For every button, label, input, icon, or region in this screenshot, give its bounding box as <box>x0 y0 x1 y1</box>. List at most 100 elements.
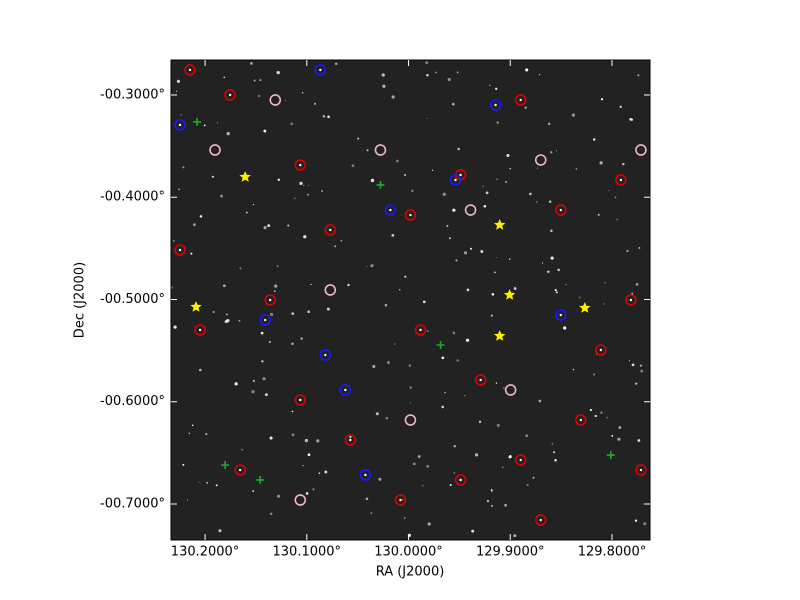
field-star <box>274 284 278 288</box>
field-star <box>422 300 426 304</box>
field-star <box>239 267 242 270</box>
field-star <box>260 331 264 335</box>
field-star <box>555 150 558 152</box>
source-marker <box>294 394 307 406</box>
field-star <box>404 174 406 176</box>
field-star <box>617 437 621 441</box>
field-star <box>302 465 304 467</box>
field-star <box>370 178 375 183</box>
source-dot <box>459 173 462 177</box>
field-star <box>444 392 446 394</box>
source-dot <box>629 298 633 302</box>
source-marker <box>635 144 647 156</box>
field-star <box>553 451 556 454</box>
field-star <box>557 268 560 272</box>
field-star <box>614 196 617 199</box>
field-star <box>506 153 510 157</box>
field-star <box>455 259 458 262</box>
source-marker <box>534 514 547 526</box>
field-star <box>616 218 618 220</box>
field-star <box>638 247 641 249</box>
field-star <box>441 405 445 409</box>
field-star <box>276 70 280 75</box>
source-marker <box>319 349 332 361</box>
field-star <box>604 282 606 284</box>
field-star <box>525 68 529 72</box>
x-tick-label: 130.1000° <box>273 545 342 560</box>
source-marker <box>489 99 502 111</box>
field-star <box>190 252 193 255</box>
field-star <box>291 433 295 437</box>
source-dot <box>364 473 367 477</box>
field-star <box>571 113 576 117</box>
source-dot <box>599 348 603 352</box>
field-star <box>495 87 498 91</box>
field-star <box>225 313 228 316</box>
field-star <box>402 499 404 501</box>
field-star <box>426 74 429 77</box>
field-star <box>465 338 470 342</box>
field-star <box>347 283 350 287</box>
field-star <box>555 291 558 294</box>
field-star <box>287 224 290 227</box>
field-star <box>426 465 429 468</box>
field-star <box>261 360 264 363</box>
field-star <box>412 462 416 466</box>
field-star <box>215 484 218 487</box>
source-marker <box>454 474 467 486</box>
source-dot <box>178 123 182 127</box>
x-tick-label: 130.0000° <box>374 545 443 560</box>
field-star <box>635 382 638 385</box>
field-star <box>404 275 407 278</box>
field-star <box>173 325 177 329</box>
source-marker <box>269 94 282 106</box>
field-star <box>409 402 411 404</box>
field-star <box>495 256 497 259</box>
source-marker <box>579 302 591 313</box>
field-star <box>453 471 456 474</box>
field-star <box>251 390 255 394</box>
field-star <box>494 271 496 274</box>
field-star <box>303 184 305 186</box>
field-star <box>326 307 330 311</box>
source-marker <box>474 374 487 386</box>
field-star <box>216 122 219 124</box>
y-tick-label: -00.4000° <box>100 190 165 205</box>
plot-frame <box>170 59 651 541</box>
field-star <box>324 470 328 474</box>
field-star <box>442 192 446 196</box>
field-star <box>212 310 215 314</box>
x-tick-label: 130.2000° <box>171 545 240 560</box>
field-star <box>264 393 268 397</box>
field-star <box>637 439 641 442</box>
field-star <box>554 458 557 462</box>
field-star <box>291 312 295 315</box>
field-star <box>551 442 554 445</box>
source-marker <box>503 289 516 300</box>
field-star <box>300 337 303 340</box>
field-star <box>491 490 493 492</box>
field-star <box>622 162 625 166</box>
field-star <box>529 192 532 196</box>
source-dot <box>178 248 182 252</box>
field-star <box>365 497 369 501</box>
field-star <box>308 184 310 186</box>
field-star <box>589 408 592 412</box>
field-star <box>606 417 608 419</box>
source-dot <box>324 353 327 357</box>
field-star <box>441 356 445 360</box>
sky-background <box>171 60 650 540</box>
field-star <box>180 114 182 116</box>
field-star <box>391 95 395 99</box>
field-star <box>550 229 553 233</box>
field-star <box>470 247 473 250</box>
field-star <box>619 105 622 108</box>
source-dot <box>559 313 562 317</box>
field-star <box>262 377 266 381</box>
field-star <box>263 226 267 230</box>
field-star <box>182 463 185 466</box>
field-star <box>303 235 307 239</box>
source-marker <box>384 204 397 216</box>
field-star <box>234 382 238 386</box>
field-star <box>178 188 180 191</box>
